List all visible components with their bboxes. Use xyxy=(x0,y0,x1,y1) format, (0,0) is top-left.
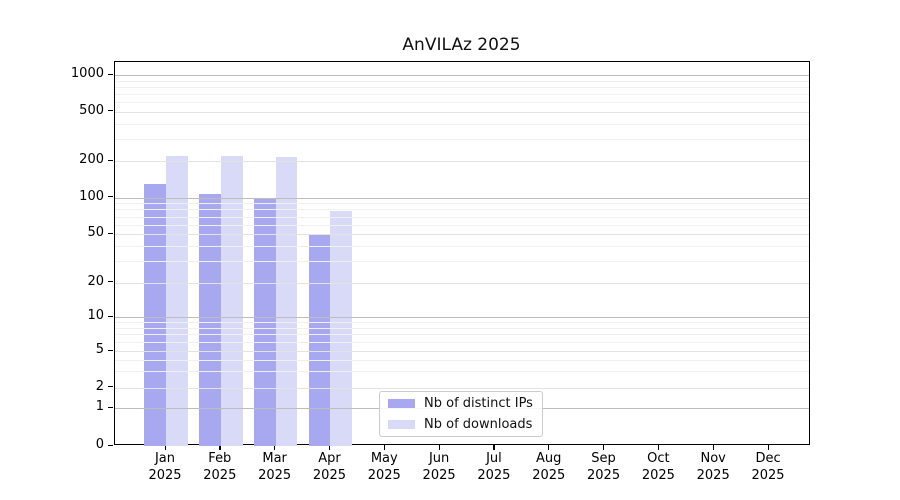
gridline-minor xyxy=(114,102,809,104)
y-tick-mark xyxy=(108,196,113,198)
gridline-minor xyxy=(114,334,809,336)
y-tick-mark xyxy=(108,315,113,317)
gridline-minor xyxy=(114,123,809,125)
x-tick-mark xyxy=(219,445,221,450)
gridline-minor xyxy=(114,209,809,211)
y-tick-label: 20 xyxy=(87,273,104,289)
y-tick-mark xyxy=(108,281,113,283)
x-tick-label: Oct 2025 xyxy=(641,451,675,483)
x-tick-mark xyxy=(657,445,660,450)
legend-swatch-downloads xyxy=(388,420,415,429)
x-tick-mark xyxy=(712,445,714,450)
y-tick-label: 2 xyxy=(95,378,104,394)
gridline-200 xyxy=(114,161,809,162)
y-tick-mark xyxy=(108,110,113,112)
x-tick-label: Jul 2025 xyxy=(477,451,511,483)
y-tick-mark xyxy=(108,386,113,388)
x-tick-label: Mar 2025 xyxy=(258,451,292,483)
gridline-minor xyxy=(114,216,809,218)
legend-swatch-distinct-ips xyxy=(388,399,415,408)
y-tick-label: 5 xyxy=(95,342,104,357)
legend-item-downloads: Nb of downloads xyxy=(388,416,534,434)
x-tick-mark xyxy=(767,445,769,450)
gridline-minor xyxy=(114,322,809,324)
y-tick-label: 50 xyxy=(87,225,104,241)
x-tick-label: Jan 2025 xyxy=(148,451,182,483)
x-tick-label: Jun 2025 xyxy=(422,451,456,483)
x-tick-mark xyxy=(548,445,550,450)
gridline-minor xyxy=(114,224,809,226)
gridline-minor xyxy=(114,93,809,95)
gridline-minor xyxy=(114,327,809,329)
chart-title: AnVILAz 2025 xyxy=(402,35,521,55)
x-tick-mark xyxy=(383,445,385,450)
gridline-minor xyxy=(114,359,809,361)
gridline-20 xyxy=(114,282,809,284)
gridline-1000 xyxy=(114,75,809,76)
plot-area xyxy=(113,61,810,446)
x-tick-label: Dec 2025 xyxy=(751,451,785,483)
legend-label-distinct-ips: Nb of distinct IPs xyxy=(424,395,533,411)
gridline-500 xyxy=(114,111,809,113)
y-tick-label: 200 xyxy=(79,152,104,167)
gridline-10 xyxy=(114,317,809,318)
y-tick-mark xyxy=(108,406,113,408)
y-tick-mark xyxy=(108,232,113,234)
gridline-minor xyxy=(114,80,809,82)
bar-distinct-ips xyxy=(199,193,221,446)
bar-downloads xyxy=(166,155,188,446)
y-tick-label: 1 xyxy=(95,399,104,415)
gridline-minor xyxy=(114,139,809,141)
bar-downloads xyxy=(220,155,243,446)
y-tick-mark xyxy=(108,349,113,351)
x-tick-label: Sep 2025 xyxy=(587,451,621,483)
x-tick-label: Nov 2025 xyxy=(696,451,730,483)
bar-distinct-ips xyxy=(253,197,276,446)
bar-distinct-ips xyxy=(308,235,331,446)
bar-distinct-ips xyxy=(144,183,166,446)
y-tick-label: 1000 xyxy=(70,66,104,81)
y-tick-label: 0 xyxy=(95,437,104,452)
gridline-2 xyxy=(114,387,809,389)
gridline-minor xyxy=(114,261,809,263)
x-tick-label: Aug 2025 xyxy=(532,451,566,483)
y-tick-mark xyxy=(108,444,113,446)
x-tick-mark xyxy=(274,445,276,450)
x-tick-label: Feb 2025 xyxy=(203,451,237,483)
gridline-50 xyxy=(114,234,809,236)
bar-downloads xyxy=(275,157,298,446)
legend-item-distinct-ips: Nb of distinct IPs xyxy=(388,395,534,413)
gridline-100 xyxy=(114,197,809,199)
gridline-minor xyxy=(114,371,809,373)
y-tick-label: 500 xyxy=(79,102,104,118)
x-tick-mark xyxy=(164,445,166,450)
y-tick-mark xyxy=(108,159,113,161)
y-tick-mark xyxy=(108,73,113,75)
x-tick-mark xyxy=(603,445,605,450)
y-tick-label: 10 xyxy=(87,308,104,323)
x-tick-mark xyxy=(493,445,495,450)
y-tick-label: 100 xyxy=(79,188,104,204)
gridline-minor xyxy=(114,203,809,205)
gridline-minor xyxy=(114,246,809,248)
legend-label-downloads: Nb of downloads xyxy=(424,416,533,432)
x-tick-mark xyxy=(328,445,331,450)
gridline-minor xyxy=(114,86,809,88)
gridline-5 xyxy=(114,351,809,352)
x-tick-label: May 2025 xyxy=(367,451,401,483)
x-tick-mark xyxy=(438,445,440,450)
legend: Nb of distinct IPs Nb of downloads xyxy=(379,391,543,437)
x-tick-label: Apr 2025 xyxy=(312,451,346,483)
gridline-minor xyxy=(114,342,809,344)
